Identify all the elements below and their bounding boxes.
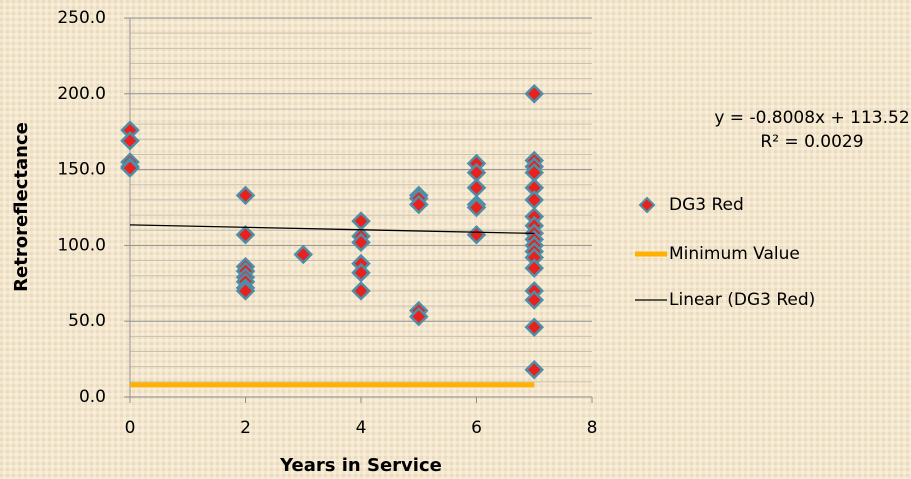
- point: [524, 359, 545, 380]
- point: [524, 258, 545, 278]
- legend-marker: [638, 196, 656, 214]
- legend-label: Minimum Value: [669, 244, 800, 264]
- point: [120, 158, 140, 178]
- y-tick-label: 250.0: [57, 8, 106, 28]
- point: [408, 194, 429, 215]
- trend-equation: y = -0.8008x + 113.52: [714, 108, 909, 128]
- x-tick-label: 6: [471, 418, 482, 438]
- point: [351, 232, 371, 253]
- x-tick-label: 0: [125, 418, 136, 438]
- y-tick-label: 200.0: [57, 84, 106, 104]
- point: [235, 185, 256, 206]
- point: [524, 317, 545, 338]
- y-tick-label: 150.0: [57, 160, 106, 180]
- point: [293, 244, 314, 265]
- legend-label: Linear (DG3 Red): [669, 290, 815, 310]
- point: [524, 84, 545, 104]
- legend-label: DG3 Red: [669, 195, 744, 215]
- trend-line: [129, 224, 535, 235]
- y-tick-label: 100.0: [57, 235, 106, 255]
- point: [408, 306, 429, 327]
- y-axis-title: Retroreflectance: [11, 122, 32, 292]
- x-tick-label: 8: [587, 418, 598, 438]
- point: [524, 290, 545, 310]
- point: [351, 262, 371, 283]
- y-tick-label: 0.0: [79, 387, 106, 407]
- point: [351, 281, 371, 301]
- x-tick-label: 4: [356, 418, 367, 438]
- point: [120, 131, 140, 151]
- x-tick-label: 2: [240, 418, 251, 438]
- trend-r-squared: R² = 0.0029: [760, 132, 863, 152]
- point: [235, 225, 256, 245]
- y-tick-label: 50.0: [68, 311, 106, 331]
- point: [466, 197, 487, 218]
- point: [235, 281, 256, 301]
- x-axis-title: Years in Service: [279, 455, 442, 476]
